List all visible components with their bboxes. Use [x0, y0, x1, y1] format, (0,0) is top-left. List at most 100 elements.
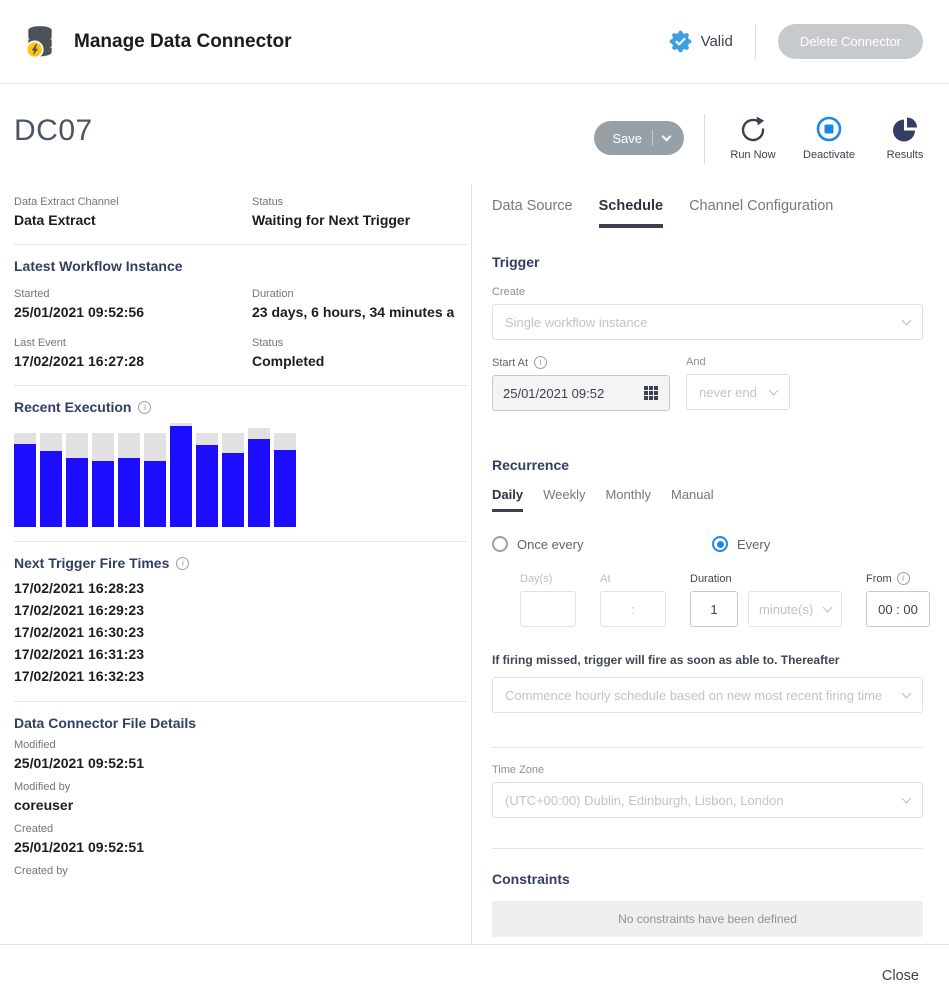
fire-time: 17/02/2021 16:31:23 — [14, 646, 144, 662]
section-divider — [14, 385, 467, 386]
create-select[interactable]: Single workflow instance — [492, 304, 923, 340]
duration-unit-select[interactable]: minute(s) — [748, 591, 842, 627]
fire-time: 17/02/2021 16:30:23 — [14, 624, 144, 640]
recurrence-tabs: Daily Weekly Monthly Manual — [492, 487, 923, 512]
chevron-down-icon — [901, 793, 912, 803]
channel-field: Data Extract Channel Data Extract — [14, 188, 252, 237]
created-label: Created — [14, 823, 54, 835]
last-event-value: 17/02/2021 16:27:28 — [14, 353, 144, 369]
recent-execution-chart — [14, 423, 296, 527]
create-select-value: Single workflow instance — [505, 314, 648, 330]
modified-by-field: Modified by coreuser — [14, 781, 467, 813]
execution-bar — [144, 433, 166, 527]
chevron-down-icon — [661, 131, 672, 142]
fire-time: 17/02/2021 16:32:23 — [14, 668, 144, 684]
start-at-label: Start At i — [492, 356, 670, 369]
recurrence-mode-radios: Once every Every — [492, 536, 923, 552]
main-content: Data Extract Channel Data Extract Status… — [0, 184, 949, 944]
execution-bar — [196, 433, 218, 527]
recent-execution-heading-label: Recent Execution — [14, 399, 132, 415]
constraints-empty-message: No constraints have been defined — [492, 901, 923, 937]
deactivate-button[interactable]: Deactivate — [801, 114, 857, 161]
last-event-field: Last Event 17/02/2021 16:27:28 — [14, 329, 252, 378]
connector-status-value: Waiting for Next Trigger — [252, 212, 411, 228]
days-input[interactable] — [520, 591, 576, 627]
missed-firing-note: If firing missed, trigger will fire as s… — [492, 653, 840, 667]
tab-channel-configuration[interactable]: Channel Configuration — [689, 198, 834, 214]
info-icon[interactable]: i — [534, 356, 548, 369]
results-button[interactable]: Results — [877, 114, 933, 161]
connector-name: DC07 — [14, 114, 93, 147]
run-now-button[interactable]: Run Now — [725, 114, 781, 161]
radio-unchecked-icon — [492, 536, 508, 552]
created-value: 25/01/2021 09:52:51 — [14, 839, 144, 855]
start-at-input[interactable]: 25/01/2021 09:52 — [492, 375, 670, 411]
info-icon[interactable]: i — [176, 556, 190, 570]
from-value: 00 : 00 — [878, 601, 918, 617]
valid-seal-icon — [669, 30, 691, 53]
execution-bar — [40, 433, 62, 527]
results-label: Results — [886, 149, 924, 161]
section-divider — [14, 541, 467, 542]
delete-connector-button[interactable]: Delete Connector — [777, 24, 923, 59]
info-icon[interactable]: i — [138, 400, 152, 414]
tab-weekly[interactable]: Weekly — [543, 487, 586, 502]
info-icon[interactable]: i — [896, 572, 910, 585]
execution-bar — [274, 433, 296, 527]
title-row: DC07 Save Run Now Deactivate — [0, 84, 949, 184]
tab-schedule[interactable]: Schedule — [598, 198, 664, 228]
from-input[interactable]: 00 : 00 — [866, 591, 930, 627]
save-split-divider — [652, 130, 653, 146]
every-label: Every — [737, 536, 771, 552]
chevron-down-icon — [901, 688, 912, 698]
duration-input[interactable]: 1 — [690, 591, 738, 627]
fire-time: 17/02/2021 16:28:23 — [14, 580, 144, 596]
every-radio[interactable]: Every — [712, 536, 770, 552]
once-every-radio[interactable]: Once every — [492, 536, 712, 552]
section-divider — [14, 244, 467, 245]
constraints-heading: Constraints — [492, 871, 570, 887]
trigger-heading: Trigger — [492, 254, 540, 270]
modified-by-label: Modified by — [14, 781, 71, 793]
missed-firing-select[interactable]: Commence hourly schedule based on new mo… — [492, 677, 923, 713]
file-details-heading: Data Connector File Details — [14, 715, 197, 731]
save-button[interactable]: Save — [594, 121, 684, 155]
started-field: Started 25/01/2021 09:52:56 — [14, 280, 252, 329]
never-end-select[interactable]: never end — [686, 374, 790, 410]
next-trigger-heading-label: Next Trigger Fire Times — [14, 555, 170, 571]
actions-divider — [704, 114, 705, 164]
duration-label: Duration — [252, 288, 294, 300]
header-divider — [754, 24, 756, 59]
created-field: Created 25/01/2021 09:52:51 — [14, 823, 467, 855]
close-button[interactable]: Close — [881, 968, 919, 984]
chevron-down-icon — [768, 385, 779, 395]
fire-time: 17/02/2021 16:29:23 — [14, 602, 144, 618]
at-input[interactable]: : — [600, 591, 666, 627]
tab-manual[interactable]: Manual — [671, 487, 714, 502]
run-now-icon — [741, 116, 765, 142]
data-connector-app-icon — [25, 25, 52, 58]
recurrence-heading: Recurrence — [492, 457, 570, 473]
modified-by-value: coreuser — [14, 797, 74, 813]
workflow-status-field: Status Completed — [252, 329, 467, 378]
delete-connector-label: Delete Connector — [799, 34, 901, 49]
status-badge: Valid — [669, 30, 733, 53]
channel-label: Data Extract Channel — [14, 196, 119, 208]
tab-daily[interactable]: Daily — [492, 487, 524, 512]
run-now-label: Run Now — [730, 149, 776, 161]
from-label-text: From — [866, 572, 892, 585]
started-value: 25/01/2021 09:52:56 — [14, 304, 144, 320]
calendar-icon[interactable] — [643, 385, 659, 401]
tab-data-source[interactable]: Data Source — [492, 198, 573, 214]
and-label: And — [686, 356, 706, 368]
execution-bar — [66, 433, 88, 527]
missed-firing-value: Commence hourly schedule based on new mo… — [505, 687, 883, 703]
timezone-label: Time Zone — [492, 764, 545, 776]
workflow-status-label: Status — [252, 337, 284, 349]
page-title: Manage Data Connector — [74, 30, 292, 52]
tab-monthly[interactable]: Monthly — [605, 487, 651, 502]
timezone-select[interactable]: (UTC+00:00) Dublin, Edinburgh, Lisbon, L… — [492, 782, 923, 818]
execution-bar — [222, 433, 244, 527]
modified-value: 25/01/2021 09:52:51 — [14, 755, 144, 771]
recent-execution-heading: Recent Execution i — [14, 399, 467, 415]
